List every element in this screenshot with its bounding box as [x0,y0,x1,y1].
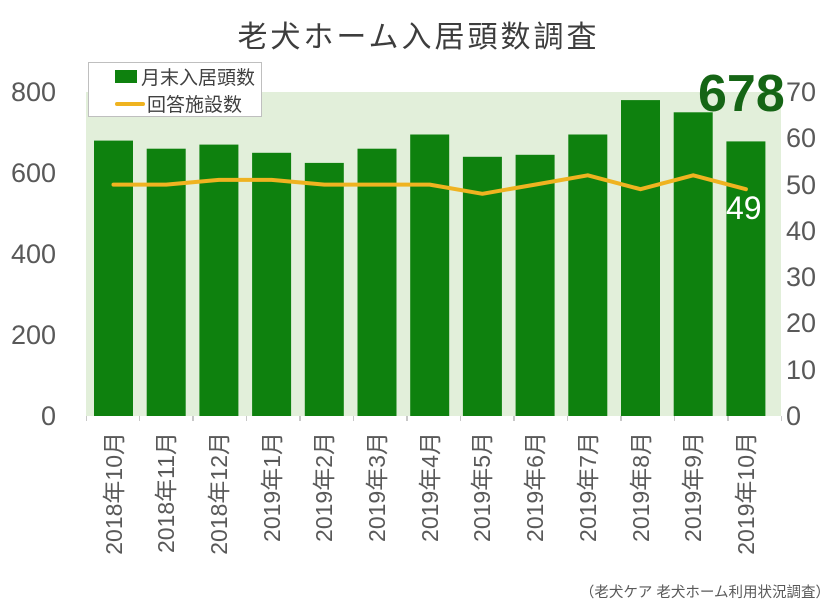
x-axis-tick-mark [566,416,569,421]
bar-5 [357,148,397,416]
right-axis-tick-70: 70 [786,77,817,107]
x-axis-tick-mark [780,416,782,421]
chart-title: 老犬ホーム入居頭数調査 [237,21,600,54]
bar-0 [94,140,133,416]
x-axis-tick-mark [459,416,462,421]
bar-11 [673,112,713,416]
line-series [111,173,748,196]
x-axis-tick-mark [406,416,408,421]
x-axis-tick-mark [192,416,194,421]
x-axis-label-12: 2019年10月 [732,432,759,555]
x-axis-tick-mark [620,416,622,421]
left-axis-tick-800: 800 [10,77,56,107]
right-axis-tick-50: 50 [786,169,817,200]
bar-swatch-icon [115,70,137,83]
x-axis-tick-mark [138,416,141,421]
legend-item-0: 月末入居頭数 [115,63,261,90]
x-axis-tick-mark [673,416,676,421]
x-axis-label-1: 2018年11月 [153,432,180,554]
x-axis-label-11: 2019年9月 [680,432,707,542]
bar-2 [199,144,239,416]
bar-1 [146,148,186,416]
x-axis-label-5: 2019年3月 [364,432,390,542]
bar-10 [621,100,660,416]
x-axis-label-9: 2019年7月 [574,432,601,542]
left-axis-tick-200: 200 [10,320,56,350]
source-note: （老犬ケア 老犬ホーム利用状況調査） [579,585,830,601]
left-axis-tick-0: 0 [40,401,56,431]
x-axis-tick-mark [727,416,729,421]
right-axis-tick-0: 0 [786,401,802,431]
x-axis-tick-mark [513,416,515,421]
bar-8 [515,154,555,416]
right-axis-tick-20: 20 [786,308,817,339]
x-axis-label-3: 2019年1月 [258,432,285,542]
bar-7 [462,156,502,416]
right-axis-tick-60: 60 [786,123,817,154]
line-swatch-icon [115,101,145,106]
legend: 月末入居頭数回答施設数 [88,62,262,117]
right-axis-tick-10: 10 [786,354,817,385]
x-axis-tick-mark [299,416,301,421]
x-axis-label-8: 2019年6月 [522,432,549,542]
bar-4 [304,162,344,416]
legend-item-1: 回答施設数 [115,90,261,117]
latest-bar-value-label: 678 [698,65,785,123]
x-axis-label-0: 2018年10月 [100,432,127,555]
x-axis-label-2: 2018年12月 [205,432,232,555]
plot-area [86,92,781,416]
x-axis-label-4: 2019年2月 [311,432,338,542]
bar-3 [252,152,292,416]
right-axis-tick-40: 40 [786,215,817,246]
left-axis-tick-600: 600 [10,158,56,188]
bar-6 [410,134,450,416]
right-axis-tick-30: 30 [786,262,817,293]
left-axis-tick-400: 400 [10,239,56,269]
x-axis-tick-mark [245,416,248,421]
x-axis-label-6: 2019年4月 [416,432,443,542]
legend-item-label: 月末入居頭数 [141,68,256,89]
bar-12 [726,141,766,416]
x-axis-tick-mark [85,416,87,421]
legend-item-label: 回答施設数 [147,95,243,116]
bar-9 [568,134,608,416]
x-axis-label-10: 2019年8月 [627,432,654,542]
x-axis-tick-mark [352,416,355,421]
latest-line-value-label: 49 [726,190,762,226]
x-axis-label-7: 2019年5月 [469,432,496,542]
